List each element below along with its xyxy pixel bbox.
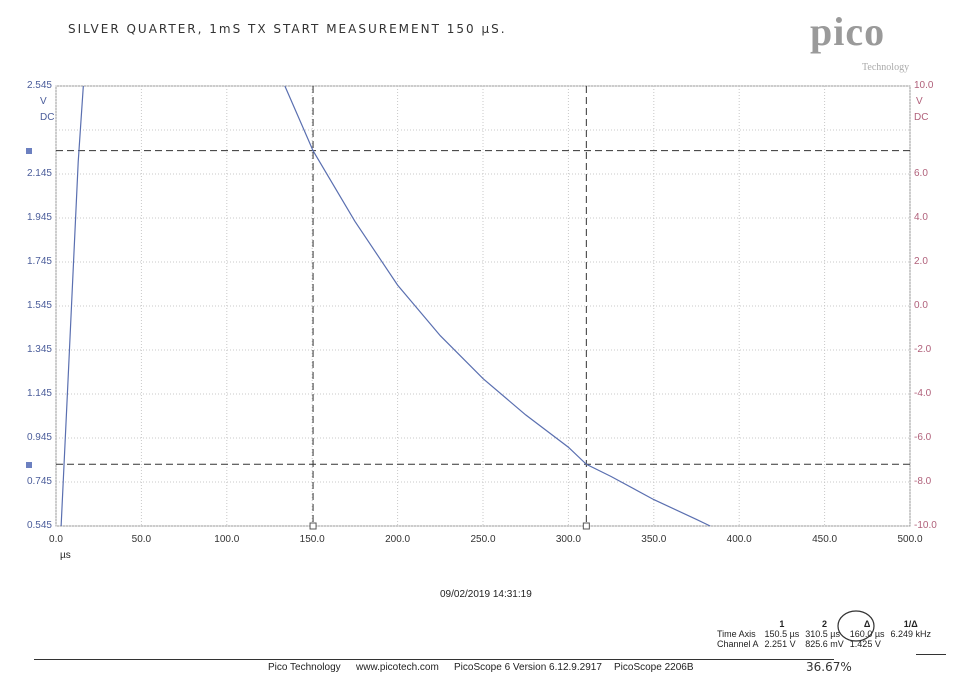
handwritten-title: SILVER QUARTER, 1mS TX START MEASUREMENT… [68, 22, 507, 36]
y-tick-right-label: -4.0 [914, 388, 932, 399]
x-tick-label: 0.0 [49, 534, 63, 545]
cursor-marker-2[interactable] [26, 462, 32, 468]
left-axis-coupling: DC [40, 112, 55, 123]
x-tick-label: 150.0 [299, 534, 325, 545]
cursors [56, 86, 910, 530]
measurements-table: 1 2 Δ 1/Δ Time Axis 150.5 µs 310.5 µs 16… [714, 619, 934, 649]
y-tick-left-label: 2.145 [26, 168, 52, 179]
footer-device: PicoScope 2206B [614, 662, 694, 673]
footer-website[interactable]: www.picotech.com [356, 662, 439, 673]
footer-version: PicoScope 6 Version 6.12.9.2917 [454, 662, 602, 673]
x-tick-label: 400.0 [726, 534, 752, 545]
oscilloscope-chart [55, 85, 911, 530]
y-tick-left-label: 1.945 [26, 212, 52, 223]
y-tick-right-label: 0.0 [914, 300, 928, 311]
meas-delta-value: 1.425 V [849, 639, 881, 649]
meas-cursor1-value: 2.251 V [764, 639, 796, 649]
meas-row-label: Channel A [717, 639, 759, 649]
measurements-header-row: 1 2 Δ 1/Δ [714, 619, 934, 629]
y-tick-right-label: 6.0 [914, 168, 928, 179]
y-tick-left-label: 1.745 [26, 256, 52, 267]
y-tick-right-label: 10.0 [914, 80, 934, 91]
meas-inverse-delta-value: 6.249 kHz [890, 629, 932, 639]
y-tick-right-label: -8.0 [914, 476, 932, 487]
grid [55, 85, 911, 527]
footer-divider [34, 659, 834, 660]
right-axis-coupling: DC [914, 112, 929, 123]
left-axis-unit: V [40, 96, 47, 107]
x-axis-unit: µs [60, 550, 71, 561]
x-tick-label: 350.0 [641, 534, 667, 545]
y-tick-right-label: 2.0 [914, 256, 928, 267]
handwritten-percentage: 36.67% [806, 660, 852, 674]
x-tick-label: 300.0 [555, 534, 581, 545]
meas-row-label: Time Axis [717, 629, 756, 639]
y-tick-right-label: 4.0 [914, 212, 928, 223]
right-axis-unit: V [916, 96, 923, 107]
meas-delta-value: 160.0 µs [849, 629, 885, 639]
time-cursor-handle-1 [309, 522, 317, 530]
y-tick-right-label: -10.0 [914, 520, 937, 531]
series-line-1 [60, 85, 84, 527]
series [60, 85, 711, 527]
pico-logo-subtitle: Technology [862, 62, 910, 73]
footer-divider-right [916, 654, 946, 655]
meas-header-inverse-delta: 1/Δ [903, 619, 918, 629]
y-tick-right-label: -6.0 [914, 432, 932, 443]
x-tick-label: 200.0 [385, 534, 411, 545]
x-tick-label: 500.0 [897, 534, 923, 545]
series-line-2 [284, 85, 711, 527]
meas-inverse-delta-value [888, 639, 935, 649]
y-tick-left-label: 0.745 [26, 476, 52, 487]
x-tick-label: 250.0 [470, 534, 496, 545]
handwritten-circle [837, 610, 875, 642]
x-tick-label: 450.0 [812, 534, 838, 545]
capture-timestamp: 09/02/2019 14:31:19 [440, 589, 532, 600]
meas-header-delta: Δ [863, 619, 871, 629]
x-tick-label: 50.0 [131, 534, 152, 545]
y-tick-right-label: -2.0 [914, 344, 932, 355]
y-tick-left-label: 2.545 [26, 80, 52, 91]
measurements-row: Channel A 2.251 V 825.6 mV 1.425 V [714, 639, 934, 649]
meas-cursor1-value: 150.5 µs [764, 629, 800, 639]
meas-header-cursor1: 1 [779, 619, 785, 629]
meas-cursor2-value: 825.6 mV [805, 639, 844, 649]
y-tick-left-label: 1.145 [26, 388, 52, 399]
y-tick-left-label: 1.545 [26, 300, 52, 311]
footer-company: Pico Technology [268, 662, 341, 673]
cursor-marker-1[interactable] [26, 148, 32, 154]
meas-header-blank [714, 619, 762, 629]
x-tick-label: 100.0 [214, 534, 240, 545]
y-tick-left-label: 0.945 [26, 432, 52, 443]
meas-header-cursor2: 2 [822, 619, 828, 629]
y-tick-left-label: 0.545 [26, 520, 52, 531]
pico-logo: pico [810, 9, 886, 54]
y-tick-left-label: 1.345 [26, 344, 52, 355]
meas-cursor2-value: 310.5 µs [805, 629, 840, 639]
time-cursor-handle-2 [582, 522, 590, 530]
measurements-row: Time Axis 150.5 µs 310.5 µs 160.0 µs 6.2… [714, 629, 934, 639]
